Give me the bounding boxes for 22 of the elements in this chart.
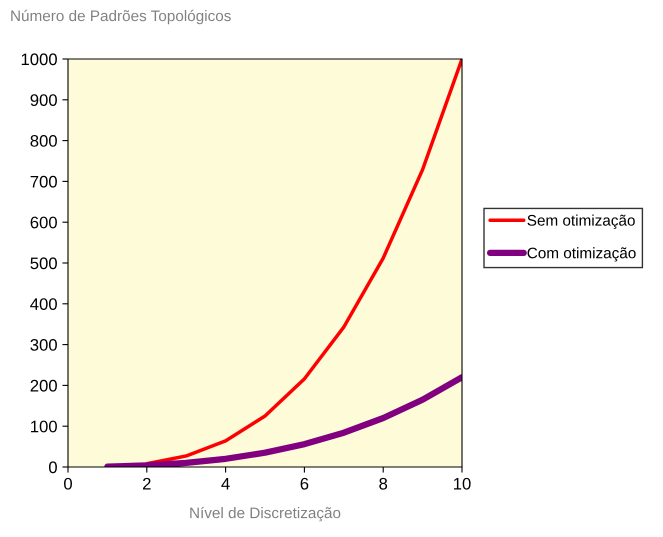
y-tick-label: 100 xyxy=(31,420,57,432)
y-tick-label: 800 xyxy=(30,135,57,147)
x-axis-title: Nível de Discretização xyxy=(190,506,340,522)
legend-label: Sem otimização xyxy=(527,214,635,229)
x-tick-label: 8 xyxy=(379,478,388,490)
y-tick-label: 300 xyxy=(30,339,57,351)
y-tick-label: 900 xyxy=(30,94,57,106)
y-tick-label: 200 xyxy=(30,380,57,392)
y-tick-label: 1000 xyxy=(22,53,57,66)
y-tick-label: 400 xyxy=(30,298,57,310)
legend-label: Com otimização xyxy=(528,247,636,262)
x-tick-label: 6 xyxy=(300,478,308,490)
line-series xyxy=(145,59,462,466)
y-tick-label: 600 xyxy=(30,216,57,228)
x-tick-label: 2 xyxy=(143,478,151,490)
y-tick-label: 500 xyxy=(30,257,57,270)
x-tick-label: 10 xyxy=(454,478,471,490)
y-tick-label: 0 xyxy=(48,461,57,474)
y-tick-label: 700 xyxy=(30,176,57,188)
chart-title: Número de Padrões Topológicos xyxy=(11,10,231,24)
x-tick-label: 0 xyxy=(64,478,72,490)
x-tick-label: 4 xyxy=(221,478,230,490)
